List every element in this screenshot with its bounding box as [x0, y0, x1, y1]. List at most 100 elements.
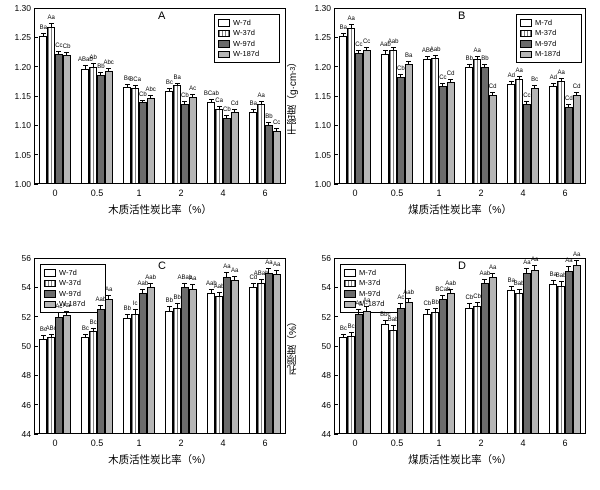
bar: [397, 307, 405, 434]
x-tick-label: 2: [478, 188, 484, 198]
y-tick-mark: [34, 404, 38, 406]
error-bar-cap: [466, 303, 472, 305]
bar: [188, 96, 197, 184]
bar: [507, 290, 516, 434]
error-bar: [252, 109, 254, 113]
bar-significance-label: Ac: [189, 85, 197, 92]
error-bar: [468, 303, 470, 308]
y-tick-mark: [34, 66, 38, 68]
bar: [123, 86, 132, 184]
bar: [47, 26, 55, 184]
legend-swatch: [344, 290, 356, 298]
bar-significance-label: Aa: [523, 259, 531, 266]
legend-swatch: [44, 290, 56, 298]
error-bar: [50, 23, 52, 27]
bar: [173, 85, 181, 184]
error-bar: [468, 63, 470, 67]
legend-swatch: [520, 50, 532, 58]
y-tick-label: 1.25: [14, 32, 31, 43]
bar-significance-label: Bc: [39, 327, 47, 333]
error-bar-cap: [190, 93, 196, 95]
error-bar-cap: [208, 98, 214, 100]
bar-significance-label: Aab: [479, 270, 491, 277]
error-bar-cap: [82, 65, 88, 67]
bar: [530, 87, 539, 184]
error-bar-cap: [490, 92, 496, 94]
error-bar: [400, 74, 402, 78]
legend-swatch: [44, 279, 56, 287]
error-bar: [384, 50, 386, 54]
bar: [362, 310, 371, 434]
bar: [272, 274, 281, 434]
bar: [515, 293, 523, 434]
error-bar: [484, 63, 486, 67]
bar-significance-label: ABc: [421, 48, 433, 55]
legend-label: W-97d: [59, 288, 81, 298]
error-bar: [84, 333, 86, 338]
legend-swatch: [520, 29, 532, 37]
x-axis-label-B: 煤质活性炭比率（%）: [408, 204, 512, 216]
error-bar-cap: [174, 82, 180, 84]
bar: [565, 271, 573, 434]
error-bar-cap: [48, 333, 54, 335]
bar: [47, 337, 55, 434]
bar: [131, 88, 139, 184]
y-tick-mark: [334, 286, 338, 288]
error-bar-cap: [40, 32, 46, 34]
error-bar: [100, 304, 102, 310]
error-bar-cap: [524, 267, 530, 269]
bar: [404, 302, 413, 434]
error-bar-cap: [124, 313, 130, 315]
y-tick-mark: [334, 36, 338, 38]
legend-item: M-97d: [520, 39, 577, 49]
bar: [272, 131, 281, 184]
y-tick-label: 50: [321, 341, 331, 351]
bar-significance-label: Aa: [257, 92, 265, 99]
x-tick-label: 4: [220, 438, 226, 448]
error-bar-cap: [474, 302, 480, 303]
legend-swatch: [344, 269, 356, 277]
error-bar-cap: [140, 99, 146, 101]
error-bar-cap: [558, 77, 564, 79]
error-bar-cap: [440, 294, 446, 296]
y-tick-label: 1.30: [14, 3, 31, 13]
error-bar: [560, 281, 562, 286]
error-bar: [366, 46, 368, 50]
error-bar: [234, 109, 236, 113]
error-bar-cap: [524, 100, 530, 102]
legend-item: W-7d: [44, 268, 101, 278]
y-tick-label: 1.10: [14, 120, 31, 131]
y-tick-mark: [34, 183, 38, 185]
error-bar: [142, 288, 144, 294]
plot-area-D: [334, 258, 586, 434]
error-bar-cap: [490, 272, 496, 274]
bar-significance-label: Aa: [565, 258, 573, 265]
error-bar-cap: [90, 327, 96, 329]
legend-item: M-187d: [344, 300, 401, 310]
bar-significance-label: Bb: [165, 298, 174, 305]
bar: [572, 265, 581, 434]
y-tick-mark: [334, 95, 338, 97]
error-bar: [484, 278, 486, 283]
error-bar: [192, 284, 194, 289]
x-tick-label: 0: [52, 188, 58, 198]
y-tick-mark: [34, 286, 38, 288]
error-bar-cap: [106, 67, 112, 69]
bar-significance-label: Bb: [123, 305, 132, 312]
error-bar-cap: [348, 24, 354, 26]
y-tick-label: 1.25: [314, 32, 331, 43]
error-bar-cap: [406, 60, 412, 62]
error-bar: [42, 32, 44, 37]
legend-item: W-37d: [218, 29, 275, 39]
error-bar-cap: [182, 101, 188, 103]
bar-significance-label: Ba: [404, 52, 413, 59]
bar-significance-label: Ad: [507, 72, 516, 79]
legend-item: W-97d: [44, 289, 101, 299]
y-tick-mark: [334, 183, 338, 185]
legend-label: M-7d: [359, 267, 377, 277]
bar: [62, 54, 71, 184]
bar: [439, 299, 447, 434]
error-bar-cap: [132, 85, 138, 87]
